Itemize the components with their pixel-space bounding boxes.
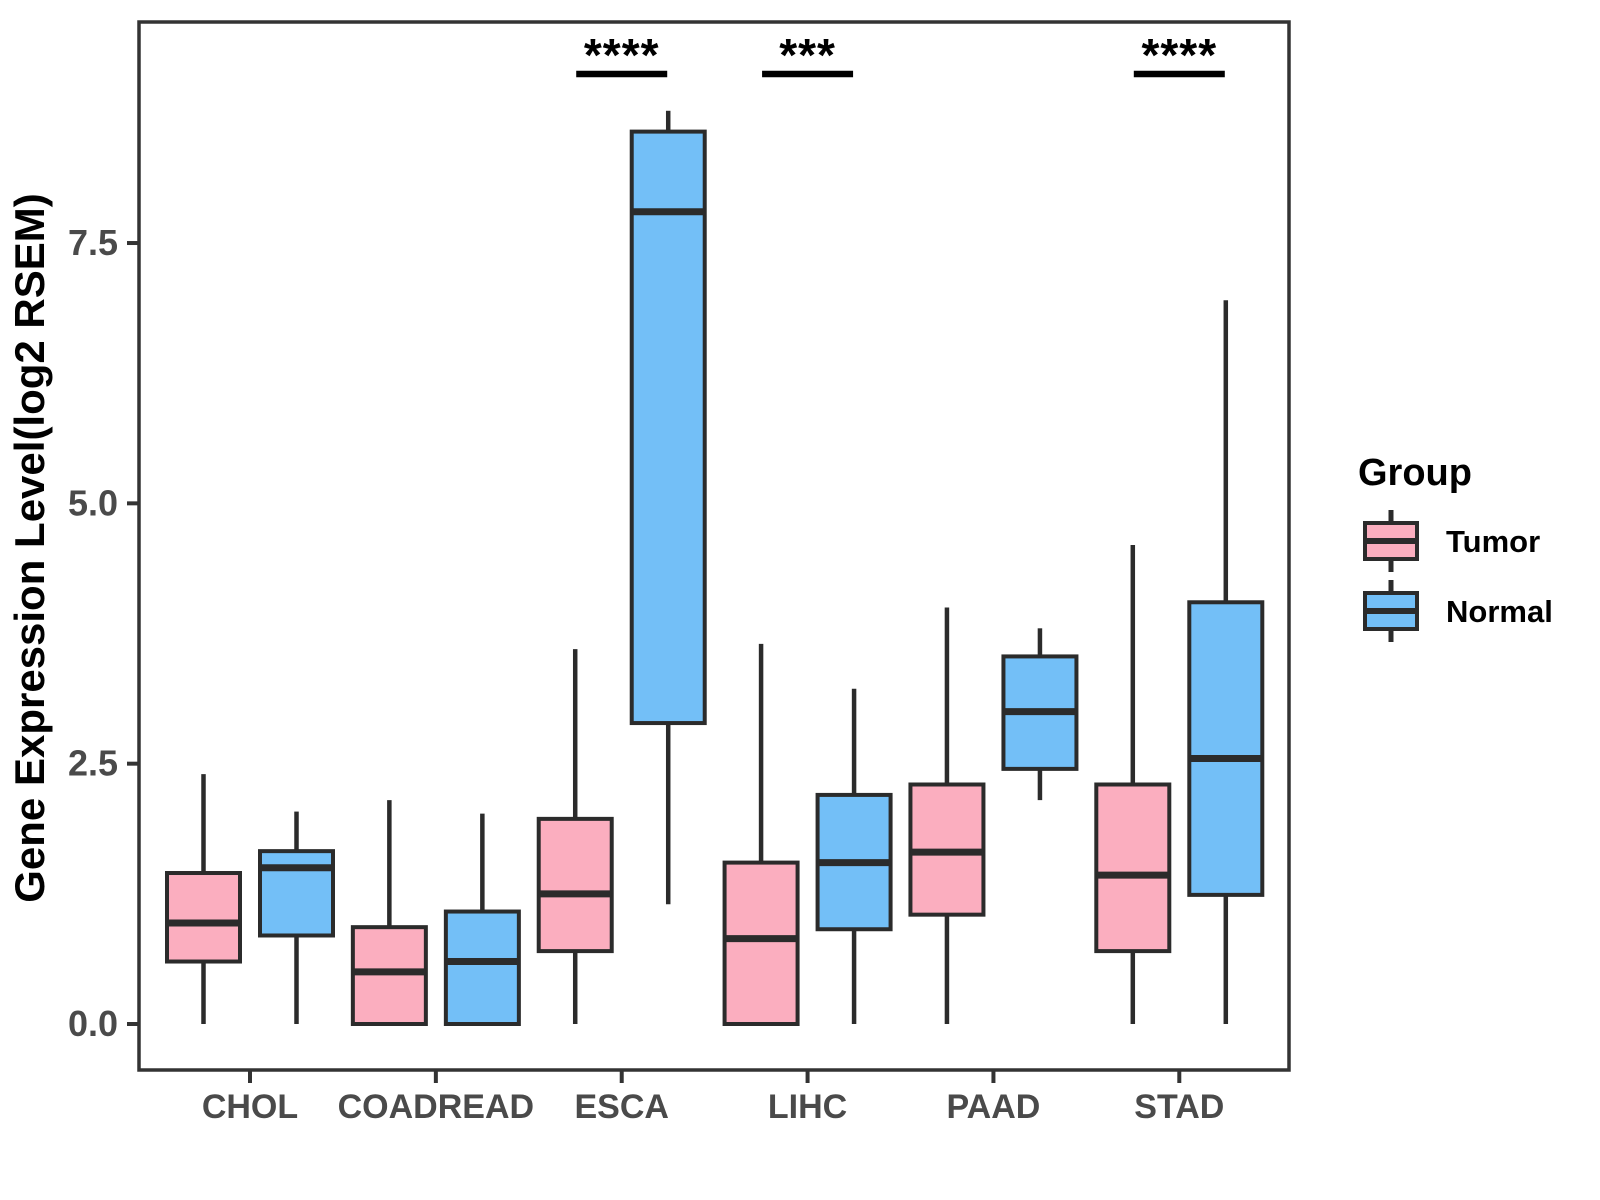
x-tick-label: STAD xyxy=(1134,1088,1224,1126)
boxplot-PAAD-Tumor xyxy=(908,607,986,1024)
boxplot-LIHC-Tumor xyxy=(722,643,800,1027)
x-tick-label: PAAD xyxy=(947,1088,1041,1126)
legend: Group Tumor Normal xyxy=(1358,452,1553,642)
significance-stars: **** xyxy=(1141,29,1217,81)
boxplot-STAD-Tumor xyxy=(1094,545,1172,1024)
iqr-box xyxy=(258,849,335,938)
legend-item-tumor: Tumor xyxy=(1363,510,1540,572)
significance-stars: **** xyxy=(584,29,660,81)
iqr-box xyxy=(722,860,800,1027)
significance-stars: *** xyxy=(779,29,836,81)
axis-layer: 0.0 2.5 5.0 7.5 CHOL COADREAD ESCA LIHC PAAD STAD xyxy=(68,222,1224,1126)
significance-LIHC: *** xyxy=(762,29,854,81)
y-tick-label: 0.0 xyxy=(68,1003,118,1044)
y-tick-label: 2.5 xyxy=(68,743,118,784)
boxplot-LIHC-Normal xyxy=(815,688,893,1024)
x-tick-label: ESCA xyxy=(574,1088,668,1126)
iqr-box xyxy=(536,816,614,954)
boxes-layer xyxy=(165,110,1265,1027)
boxplot-ESCA-Tumor xyxy=(536,649,614,1024)
y-tick-label: 5.0 xyxy=(68,482,118,523)
legend-title: Group xyxy=(1358,452,1472,494)
boxplot-COADREAD-Tumor xyxy=(350,800,428,1027)
iqr-box xyxy=(1094,782,1172,954)
boxplot-CHOL-Tumor xyxy=(165,774,242,1024)
plot-panel-border xyxy=(137,20,1291,1072)
legend-item-label: Normal xyxy=(1446,594,1553,629)
significance-layer: **** *** **** xyxy=(576,29,1225,81)
boxplot-STAD-Normal xyxy=(1187,300,1265,1024)
iqr-box xyxy=(350,925,428,1027)
iqr-box xyxy=(1187,600,1265,897)
significance-STAD: **** xyxy=(1133,29,1225,81)
x-tick-label: LIHC xyxy=(768,1088,847,1126)
iqr-box xyxy=(629,129,707,726)
boxplot-PAAD-Normal xyxy=(1001,628,1079,801)
y-tick-label: 7.5 xyxy=(68,222,118,263)
iqr-box xyxy=(165,871,242,964)
boxplot-CHOL-Normal xyxy=(258,811,335,1024)
boxplot-COADREAD-Normal xyxy=(443,813,521,1027)
legend-items: Tumor Normal xyxy=(1363,510,1553,642)
legend-item-normal: Normal xyxy=(1363,580,1553,642)
x-tick-label: CHOL xyxy=(202,1088,298,1126)
x-tick-label: COADREAD xyxy=(338,1088,534,1126)
significance-ESCA: **** xyxy=(576,29,668,81)
iqr-box xyxy=(443,909,521,1027)
legend-item-label: Tumor xyxy=(1446,524,1540,559)
y-axis-title: Gene Expression Level(log2 RSEM) xyxy=(6,193,53,903)
boxplot-ESCA-Normal xyxy=(629,110,707,905)
